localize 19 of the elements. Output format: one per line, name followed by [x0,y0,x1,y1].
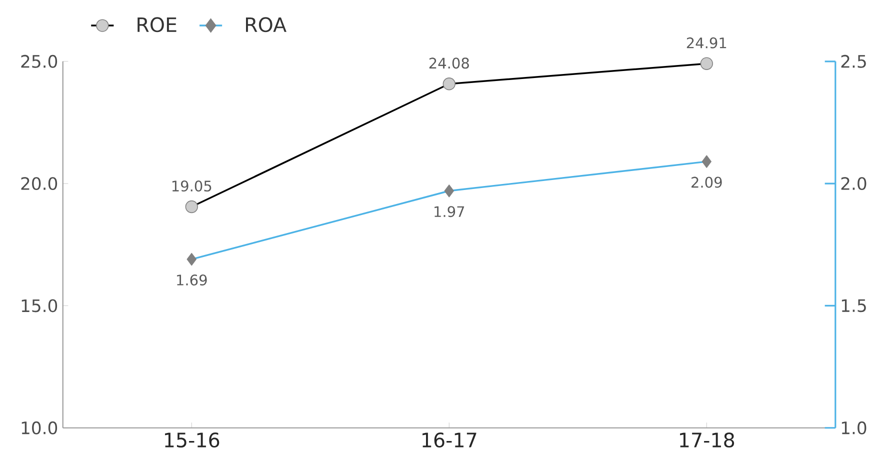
y2-tick-label: 2.0 [841,177,866,190]
data-label: 24.08 [429,58,469,69]
y2-tick-label: 1.0 [842,422,866,435]
y-tick-label: 10.0 [22,422,58,435]
x-tick-label: 17-18 [680,432,734,448]
legend-label: ROA [246,17,286,32]
y-tick-label: 25.0 [21,55,58,68]
data-label: 2.09 [692,177,722,188]
y2-tick-label: 2.5 [841,55,866,68]
x-tick-label: 16-17 [422,432,476,448]
data-label: 19.05 [172,180,212,192]
x-tick-label: 15-16 [165,432,220,448]
data-label: 1.97 [434,206,464,218]
y-tick-label: 20.0 [21,177,58,190]
data-label: 24.91 [686,38,726,49]
data-label: 1.69 [177,274,207,286]
y-tick-label: 15.0 [22,299,58,312]
y2-tick-label: 1.5 [842,300,866,312]
legend-label: ROE [138,17,176,32]
